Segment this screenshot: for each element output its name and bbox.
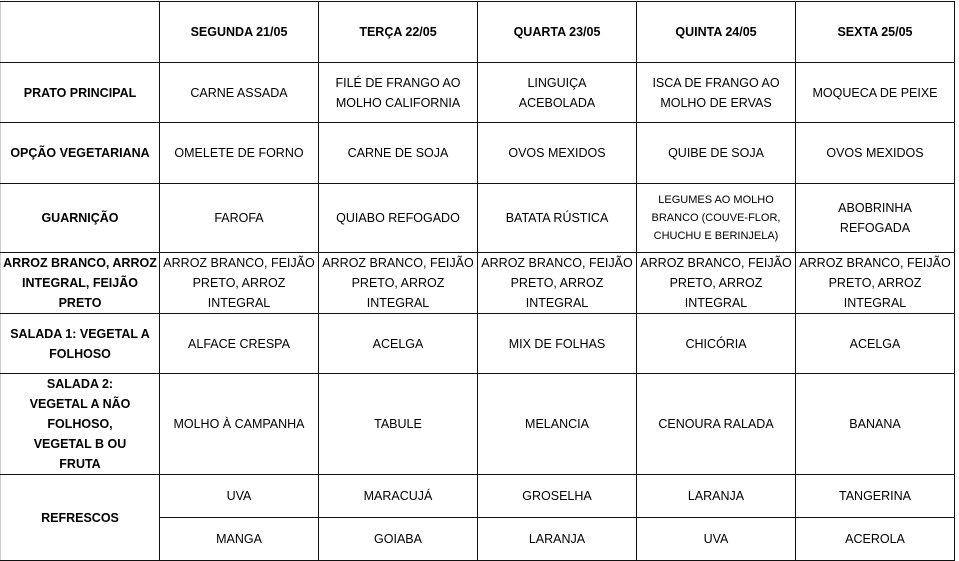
menu-cell: CARNE ASSADA [159, 62, 319, 123]
header-cell: QUARTA 23/05 [477, 1, 637, 63]
menu-cell: MOLHO À CAMPANHA [159, 373, 319, 475]
refresco-cell: TANGERINA [795, 474, 955, 518]
menu-cell: CARNE DE SOJA [318, 122, 478, 184]
refresco-cell: UVA [636, 517, 796, 561]
header-cell [0, 1, 160, 63]
menu-cell: OMELETE DE FORNO [159, 122, 319, 184]
menu-cell: MOQUECA DE PEIXE [795, 62, 955, 123]
table-row: OPÇÃO VEGETARIANA OMELETE DE FORNO CARNE D… [0, 122, 955, 184]
header-row: SEGUNDA 21/05 TERÇA 22/05 QUARTA 23/05 Q… [0, 1, 955, 63]
refresco-cell: LARANJA [477, 517, 637, 561]
menu-cell: MELANCIA [477, 373, 637, 475]
refresco-cell: ACEROLA [795, 517, 955, 561]
menu-cell: OVOS MEXIDOS [795, 122, 955, 184]
menu-cell: ARROZ BRANCO, FEIJÃO PRETO, ARROZ INTEGR… [318, 252, 478, 314]
refresco-cell: GROSELHA [477, 474, 637, 518]
row-label: REFRESCOS [0, 474, 160, 561]
refrescos-row: REFRESCOS UVA MARACUJÁ GROSELHA LARANJA TANGE… [0, 474, 955, 561]
menu-cell: BATATA RÚSTICA [477, 183, 637, 253]
menu-cell: BANANA [795, 373, 955, 475]
menu-cell: ABOBRINHA REFOGADA [795, 183, 955, 253]
menu-cell: QUIBE DE SOJA [636, 122, 796, 184]
refresco-cell: LARANJA [636, 474, 796, 518]
table-row: SALADA 2: VEGETAL A NÃO FOLHOSO, VEGETAL… [0, 373, 955, 475]
row-label: SALADA 2: VEGETAL A NÃO FOLHOSO, VEGETAL… [0, 373, 160, 475]
header-cell: QUINTA 24/05 [636, 1, 796, 63]
menu-cell: FAROFA [159, 183, 319, 253]
menu-cell: LINGUIÇA ACEBOLADA [477, 62, 637, 123]
menu-cell: ARROZ BRANCO, FEIJÃO PRETO, ARROZ INTEGR… [795, 252, 955, 314]
menu-cell: ARROZ BRANCO, FEIJÃO PRETO, ARROZ INTEGR… [159, 252, 319, 314]
menu-cell: QUIABO REFOGADO [318, 183, 478, 253]
menu-cell: ISCA DE FRANGO AO MOLHO DE ERVAS [636, 62, 796, 123]
row-label: SALADA 1: VEGETAL A FOLHOSO [0, 313, 160, 374]
menu-cell: TABULE [318, 373, 478, 475]
menu-cell: FILÉ DE FRANGO AO MOLHO CALIFORNIA [318, 62, 478, 123]
menu-cell: ACELGA [795, 313, 955, 374]
refresco-cell: MANGA [159, 517, 319, 561]
row-label: OPÇÃO VEGETARIANA [0, 122, 160, 184]
header-cell: TERÇA 22/05 [318, 1, 478, 63]
refresco-cell: UVA [159, 474, 319, 518]
row-label: GUARNIÇÃO [0, 183, 160, 253]
row-label: ARROZ BRANCO, ARROZ INTEGRAL, FEIJÃO PRE… [0, 252, 160, 314]
menu-cell: CENOURA RALADA [636, 373, 796, 475]
header-cell: SEXTA 25/05 [795, 1, 955, 63]
menu-cell: ARROZ BRANCO, FEIJÃO PRETO, ARROZ INTEGR… [477, 252, 637, 314]
refresco-cell: GOIABA [318, 517, 478, 561]
menu-cell: ARROZ BRANCO, FEIJÃO PRETO, ARROZ INTEGR… [636, 252, 796, 314]
menu-cell: CHICÓRIA [636, 313, 796, 374]
header-cell: SEGUNDA 21/05 [159, 1, 319, 63]
table-row: PRATO PRINCIPAL CARNE ASSADA FILÉ DE FRANG… [0, 62, 955, 123]
table-row: ARROZ BRANCO, ARROZ INTEGRAL, FEIJÃO PRE… [0, 252, 955, 314]
table-row: SALADA 1: VEGETAL A FOLHOSO ALFACE CRESPA… [0, 313, 955, 374]
menu-cell: ACELGA [318, 313, 478, 374]
table-row: GUARNIÇÃO FAROFA QUIABO REFOGADO BATATA RÚS… [0, 183, 955, 253]
menu-cell: MIX DE FOLHAS [477, 313, 637, 374]
row-label: PRATO PRINCIPAL [0, 62, 160, 123]
refresco-cell: MARACUJÁ [318, 474, 478, 518]
menu-cell: ALFACE CRESPA [159, 313, 319, 374]
menu-cell: OVOS MEXIDOS [477, 122, 637, 184]
menu-cell: LEGUMES AO MOLHO BRANCO (COUVE-FLOR, CHU… [636, 183, 796, 253]
